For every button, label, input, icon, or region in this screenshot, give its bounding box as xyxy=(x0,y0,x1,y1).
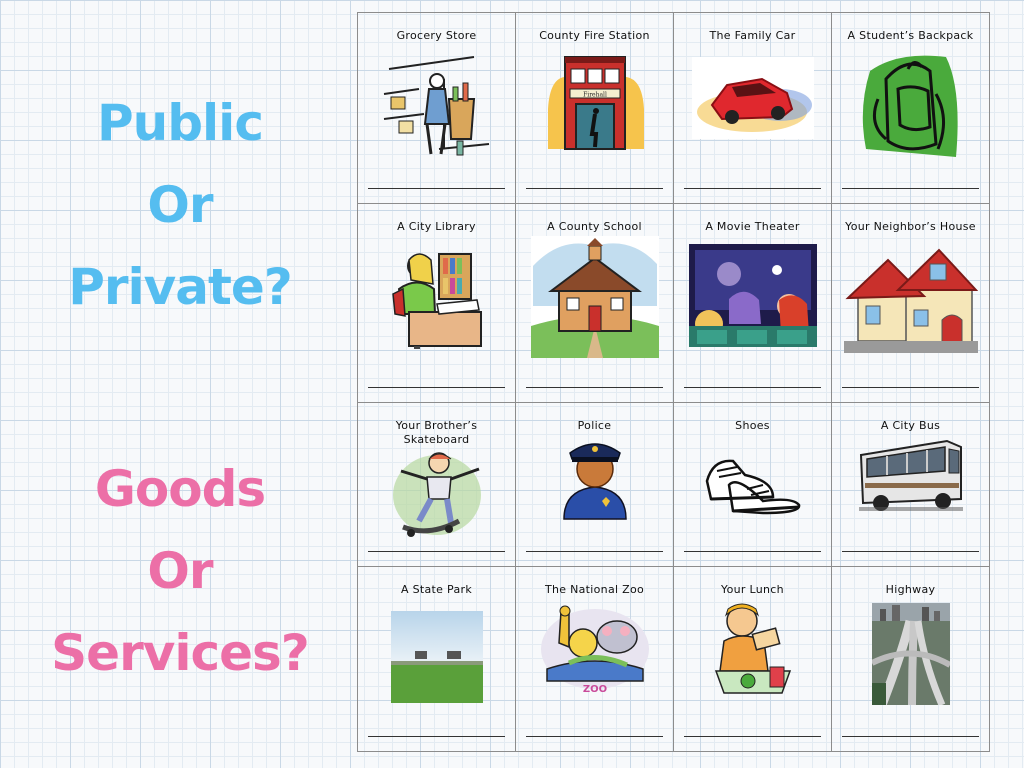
house-icon xyxy=(843,248,978,353)
cell-family-car: The Family Car xyxy=(674,13,832,204)
cell-label: Highway xyxy=(885,583,936,596)
cell-brother-skateboard: Your Brother’s Skateboard xyxy=(358,403,516,567)
answer-line[interactable] xyxy=(842,736,979,737)
cell-movie-theater: A Movie Theater xyxy=(674,204,832,403)
answer-line[interactable] xyxy=(368,551,505,552)
cell-label: The Family Car xyxy=(709,29,796,42)
cell-label: Police xyxy=(577,419,612,432)
answer-line[interactable] xyxy=(526,188,663,189)
answer-line[interactable] xyxy=(684,387,821,388)
cell-your-lunch: Your Lunch xyxy=(674,567,832,752)
cell-county-fire-station: County Fire Station Firehall xyxy=(516,13,674,204)
bus-icon xyxy=(858,439,963,511)
answer-line[interactable] xyxy=(684,188,821,189)
cell-label: Shoes xyxy=(735,419,770,432)
cell-label: A Movie Theater xyxy=(705,220,800,233)
grid-row-3: Your Brother’s Skateboard Police xyxy=(358,403,990,567)
cell-police: Police xyxy=(516,403,674,567)
answer-line[interactable] xyxy=(368,387,505,388)
title-goods: Goods xyxy=(94,460,266,518)
title-private: Private? xyxy=(68,258,293,316)
movie-theater-icon xyxy=(688,244,817,347)
cell-shoes: Shoes xyxy=(674,403,832,567)
cell-grocery-store: Grocery Store xyxy=(358,13,516,204)
cell-label: Your Neighbor’s House xyxy=(845,220,976,233)
fire-station-icon: Firehall xyxy=(547,56,644,150)
shoes-icon xyxy=(705,459,800,515)
cell-neighbor-house: Your Neighbor’s House xyxy=(832,204,990,403)
cell-label: Your Brother’s Skateboard xyxy=(395,419,478,446)
answer-line[interactable] xyxy=(684,551,821,552)
answer-line[interactable] xyxy=(684,736,821,737)
park-photo xyxy=(390,611,483,703)
car-icon xyxy=(691,57,814,139)
cell-student-backpack: A Student’s Backpack xyxy=(832,13,990,204)
title-services: Services? xyxy=(51,624,310,682)
cell-label: The National Zoo xyxy=(544,583,645,596)
police-icon xyxy=(562,443,627,520)
zoo-icon: ZOO xyxy=(540,605,649,695)
cell-highway: Highway xyxy=(832,567,990,752)
answer-line[interactable] xyxy=(368,736,505,737)
grid-row-2: A City Library A County School xyxy=(358,204,990,403)
grid-row-4: A State Park The National Zoo xyxy=(358,567,990,752)
answer-line[interactable] xyxy=(842,387,979,388)
goods-or-services-title: Goods Or Services? xyxy=(0,448,360,694)
cell-label: A State Park xyxy=(400,583,472,596)
worksheet-grid: Grocery Store County Fire Stat xyxy=(357,12,990,752)
cell-label: County Fire Station xyxy=(539,29,650,42)
cell-label: Your Lunch xyxy=(721,583,784,596)
zoo-sign: ZOO xyxy=(582,684,606,695)
cell-city-library: A City Library xyxy=(358,204,516,403)
title-or-1: Or xyxy=(147,176,213,234)
cell-county-school: A County School xyxy=(516,204,674,403)
answer-line[interactable] xyxy=(526,387,663,388)
answer-line[interactable] xyxy=(368,188,505,189)
grid-row-1: Grocery Store County Fire Stat xyxy=(358,13,990,204)
lunch-icon xyxy=(714,603,791,694)
highway-photo xyxy=(871,603,950,705)
answer-line[interactable] xyxy=(842,188,979,189)
cell-label: A City Bus xyxy=(880,419,941,432)
cell-label: A City Library xyxy=(397,220,476,233)
cell-national-zoo: The National Zoo ZOO xyxy=(516,567,674,752)
title-public: Public xyxy=(97,94,264,152)
skateboard-icon xyxy=(392,452,481,537)
public-or-private-title: Public Or Private? xyxy=(0,82,360,328)
school-icon xyxy=(530,236,659,358)
cell-label: Grocery Store xyxy=(396,29,477,42)
answer-line[interactable] xyxy=(842,551,979,552)
title-or-2: Or xyxy=(147,542,213,600)
answer-line[interactable] xyxy=(526,551,663,552)
cell-label: A Student’s Backpack xyxy=(847,29,974,42)
firestation-sign: Firehall xyxy=(583,92,607,99)
answer-line[interactable] xyxy=(526,736,663,737)
cell-state-park: A State Park xyxy=(358,567,516,752)
cell-city-bus: A City Bus xyxy=(832,403,990,567)
backpack-icon xyxy=(862,55,958,157)
grocery-store-icon xyxy=(383,56,490,156)
library-icon xyxy=(392,253,482,349)
cell-label: A County School xyxy=(547,220,642,233)
